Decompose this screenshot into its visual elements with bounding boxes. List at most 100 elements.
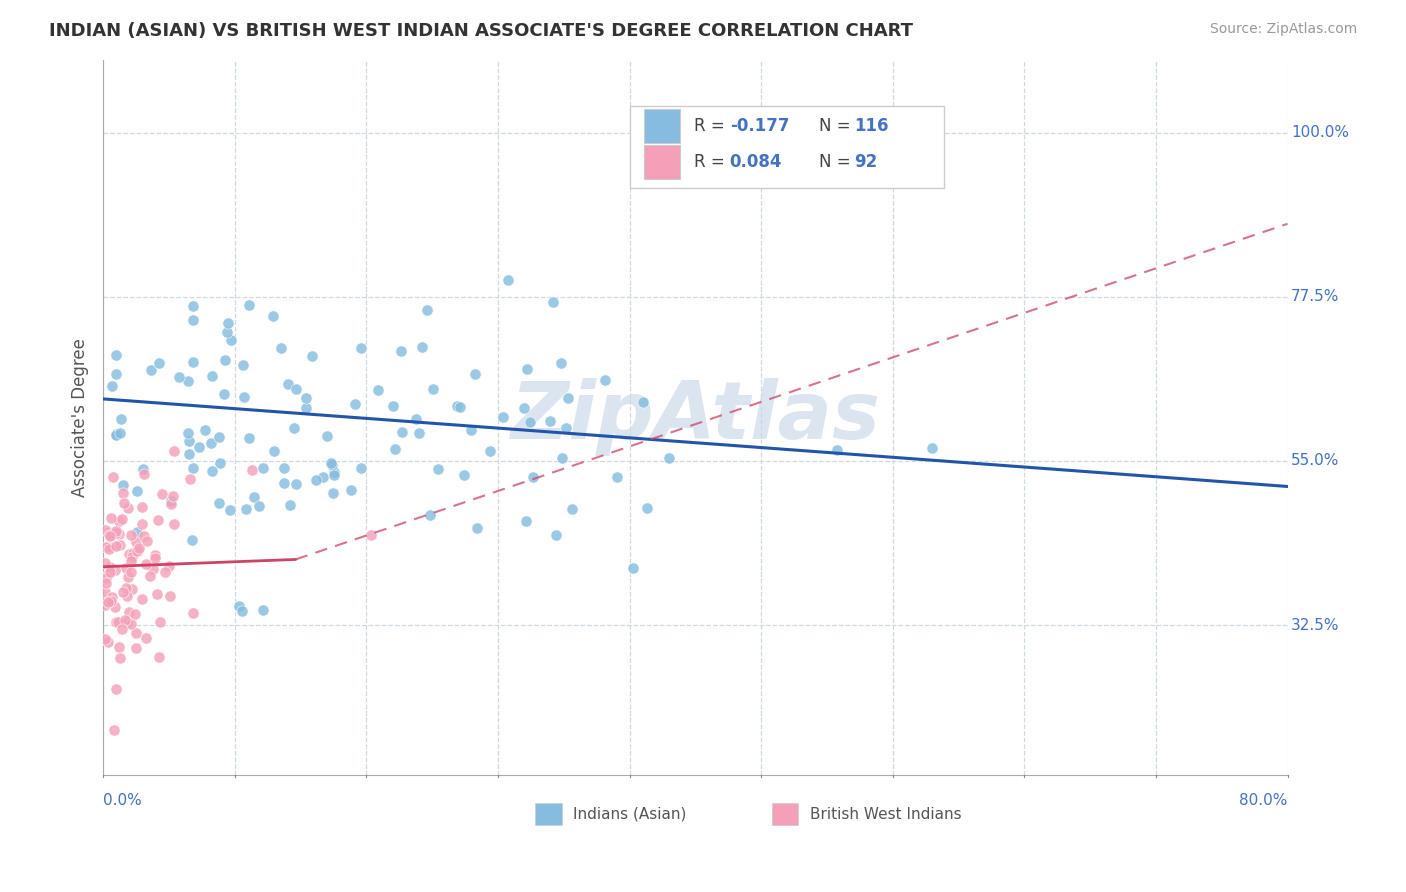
Text: 0.0%: 0.0%: [103, 793, 142, 808]
Point: [115, 589, 138, 603]
Point: [177, 426, 200, 441]
Point: [177, 375, 200, 389]
Point: [460, 423, 482, 437]
Point: [315, 429, 337, 443]
Point: [115, 582, 138, 596]
Point: [606, 469, 628, 483]
Point: [104, 681, 127, 696]
Point: [319, 457, 342, 471]
Point: [105, 615, 128, 629]
Point: [295, 401, 318, 416]
Point: [270, 342, 292, 356]
Text: -0.177: -0.177: [730, 117, 789, 135]
Text: R =: R =: [695, 117, 730, 135]
Text: N =: N =: [818, 153, 855, 171]
Point: [181, 461, 204, 475]
Point: [104, 426, 127, 441]
Point: [177, 434, 200, 449]
Point: [232, 391, 254, 405]
Point: [181, 606, 204, 620]
Text: Source: ZipAtlas.com: Source: ZipAtlas.com: [1209, 22, 1357, 37]
Point: [127, 543, 149, 558]
Point: [278, 498, 301, 512]
Point: [103, 723, 125, 737]
Point: [219, 503, 242, 517]
Point: [97, 635, 120, 649]
Text: ZipAtlas: ZipAtlas: [510, 378, 880, 456]
Point: [131, 500, 153, 515]
Point: [108, 640, 131, 654]
Point: [621, 561, 644, 575]
Point: [238, 297, 260, 311]
Point: [208, 430, 231, 444]
Point: [492, 410, 515, 425]
Text: N =: N =: [818, 117, 855, 135]
Point: [104, 563, 127, 577]
Point: [201, 464, 224, 478]
Point: [544, 528, 567, 542]
Point: [825, 442, 848, 457]
Point: [522, 470, 544, 484]
Point: [125, 525, 148, 540]
Point: [155, 565, 177, 579]
Point: [301, 350, 323, 364]
Point: [312, 470, 335, 484]
Point: [350, 341, 373, 355]
Point: [232, 358, 254, 372]
Point: [131, 592, 153, 607]
Text: 80.0%: 80.0%: [1239, 793, 1288, 808]
Point: [340, 483, 363, 497]
Point: [273, 460, 295, 475]
Point: [416, 302, 439, 317]
Point: [181, 355, 204, 369]
Point: [162, 489, 184, 503]
Point: [252, 461, 274, 475]
Text: 92: 92: [853, 153, 877, 171]
Point: [117, 570, 139, 584]
Point: [214, 352, 236, 367]
Point: [217, 316, 239, 330]
Point: [208, 457, 231, 471]
Point: [464, 368, 486, 382]
Bar: [536, 803, 561, 825]
Point: [411, 340, 433, 354]
Point: [208, 495, 231, 509]
Point: [382, 399, 405, 413]
Point: [214, 386, 236, 401]
Point: [93, 523, 115, 537]
Point: [97, 528, 120, 542]
Bar: [644, 145, 681, 179]
Point: [422, 382, 444, 396]
Point: [221, 333, 243, 347]
Point: [200, 436, 222, 450]
Point: [101, 470, 124, 484]
Point: [134, 529, 156, 543]
Point: [136, 533, 159, 548]
Point: [127, 544, 149, 558]
Point: [97, 542, 120, 557]
Point: [367, 383, 389, 397]
Point: [408, 425, 430, 440]
Point: [179, 472, 201, 486]
Point: [427, 462, 450, 476]
Point: [120, 617, 142, 632]
Point: [228, 599, 250, 614]
Point: [515, 514, 537, 528]
Point: [105, 348, 128, 362]
Point: [636, 500, 658, 515]
Point: [516, 361, 538, 376]
Point: [97, 594, 120, 608]
Point: [94, 540, 117, 554]
Point: [100, 560, 122, 574]
Text: 77.5%: 77.5%: [1291, 289, 1340, 304]
Bar: [772, 803, 799, 825]
Point: [120, 565, 142, 579]
Point: [467, 521, 489, 535]
Bar: [644, 109, 681, 144]
Point: [104, 524, 127, 539]
Point: [194, 423, 217, 437]
Point: [105, 368, 128, 382]
Point: [593, 373, 616, 387]
Point: [121, 582, 143, 596]
Point: [112, 496, 135, 510]
